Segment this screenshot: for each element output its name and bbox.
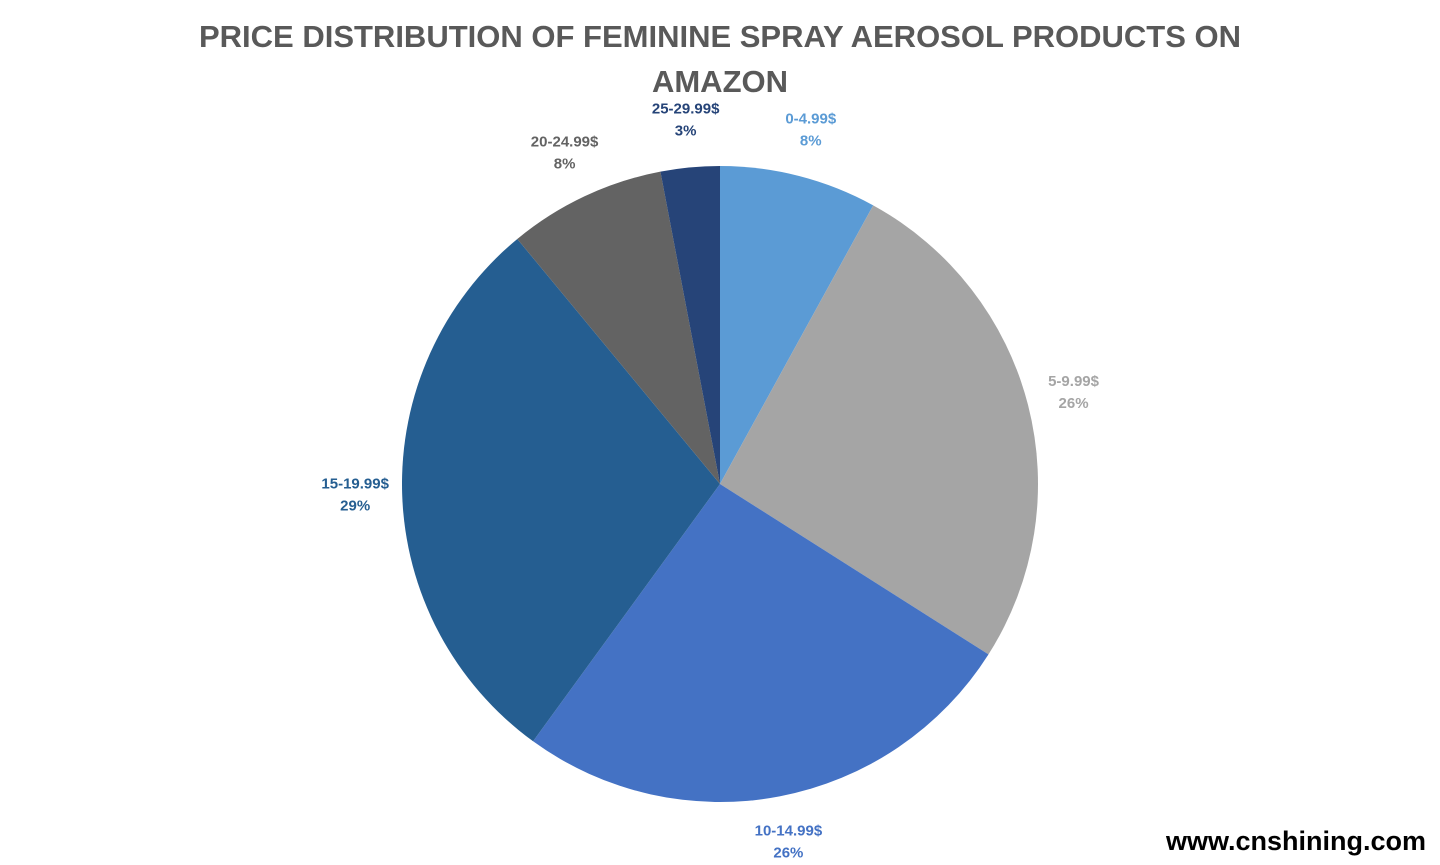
slice-value-label: 29%	[340, 497, 370, 514]
slice-category-label: 25-29.99$	[652, 101, 720, 118]
slice-category-label: 5-9.99$	[1048, 373, 1100, 390]
pie-slice	[720, 166, 874, 484]
slice-category-label: 15-19.99$	[321, 475, 389, 492]
slice-value-label: 3%	[675, 123, 697, 140]
slice-value-label: 26%	[773, 845, 803, 862]
slice-category-label: 0-4.99$	[785, 110, 837, 127]
slice-value-label: 8%	[800, 132, 822, 149]
watermark: www.cnshining.com	[1165, 826, 1426, 856]
slice-category-label: 10-14.99$	[755, 823, 823, 840]
pie-slice	[720, 205, 1038, 655]
pie-slice	[517, 171, 720, 484]
chart-title: PRICE DISTRIBUTION OF FEMININE SPRAY AER…	[198, 19, 1242, 99]
pie-slice	[402, 238, 720, 742]
slice-value-label: 8%	[554, 156, 576, 173]
pie-slice	[533, 484, 989, 802]
slice-value-label: 26%	[1059, 395, 1089, 412]
pie-slice	[660, 166, 720, 484]
slice-category-label: 20-24.99$	[531, 134, 599, 151]
